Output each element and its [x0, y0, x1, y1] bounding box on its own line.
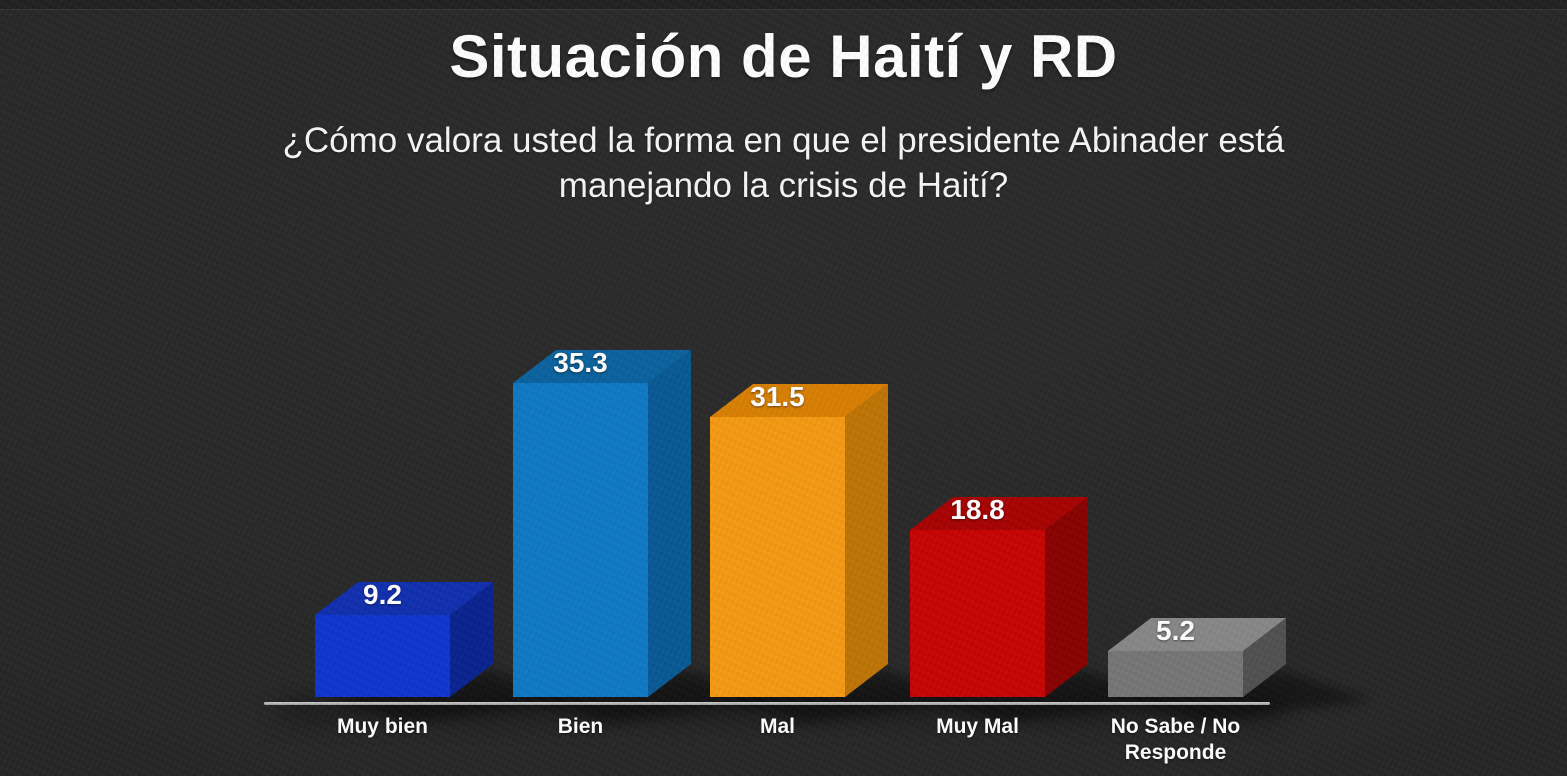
bar-top-face: [513, 350, 691, 383]
value-label-bien: 35.3: [553, 347, 608, 378]
category-label-muy-bien: Muy bien: [336, 715, 428, 738]
bar-top-face: [315, 582, 493, 615]
category-label-mal: Mal: [759, 715, 795, 738]
x-axis-baseline: [264, 702, 1270, 705]
bar-top-face: [910, 497, 1088, 530]
bar-shadow: [1116, 670, 1372, 723]
bar-side-face: [450, 582, 493, 697]
value-label-muy-bien: 9.2: [363, 579, 402, 610]
category-label-no-sabe-no-responde: No Sabe / No Responde: [1110, 715, 1241, 764]
category-label-bien: Bien: [557, 715, 604, 738]
bar-no-sabe-no-responde: [1108, 618, 1372, 723]
value-label-mal: 31.5: [750, 381, 805, 412]
bar-side-face: [1243, 618, 1286, 697]
bar-front-face: [710, 417, 845, 697]
subtitle-line-1: ¿Cómo valora usted la forma en que el pr…: [282, 121, 1285, 160]
bar-front-face: [315, 615, 450, 697]
bar-front-face: [1108, 651, 1243, 697]
window-top-edge: [0, 0, 1567, 10]
value-label-no-sabe-no-responde: 5.2: [1156, 615, 1195, 646]
bar-top-face: [1108, 618, 1286, 651]
slide-title: Situación de Haití y RD: [449, 23, 1118, 90]
slide-subtitle: ¿Cómo valora usted la forma en que el pr…: [0, 118, 1567, 208]
bar-front-face: [513, 383, 648, 697]
bar-side-face: [845, 384, 888, 697]
bar-top-face: [710, 384, 888, 417]
bar-mal: [710, 384, 974, 723]
bar-side-face: [1045, 497, 1088, 697]
bar-bien: [513, 350, 777, 723]
bar-front-face: [910, 530, 1045, 697]
value-label-muy-mal: 18.8: [950, 494, 1005, 525]
category-label-muy-mal: Muy Mal: [936, 715, 1019, 738]
subtitle-line-2: manejando la crisis de Haití?: [558, 166, 1009, 205]
bar-side-face: [648, 350, 691, 697]
